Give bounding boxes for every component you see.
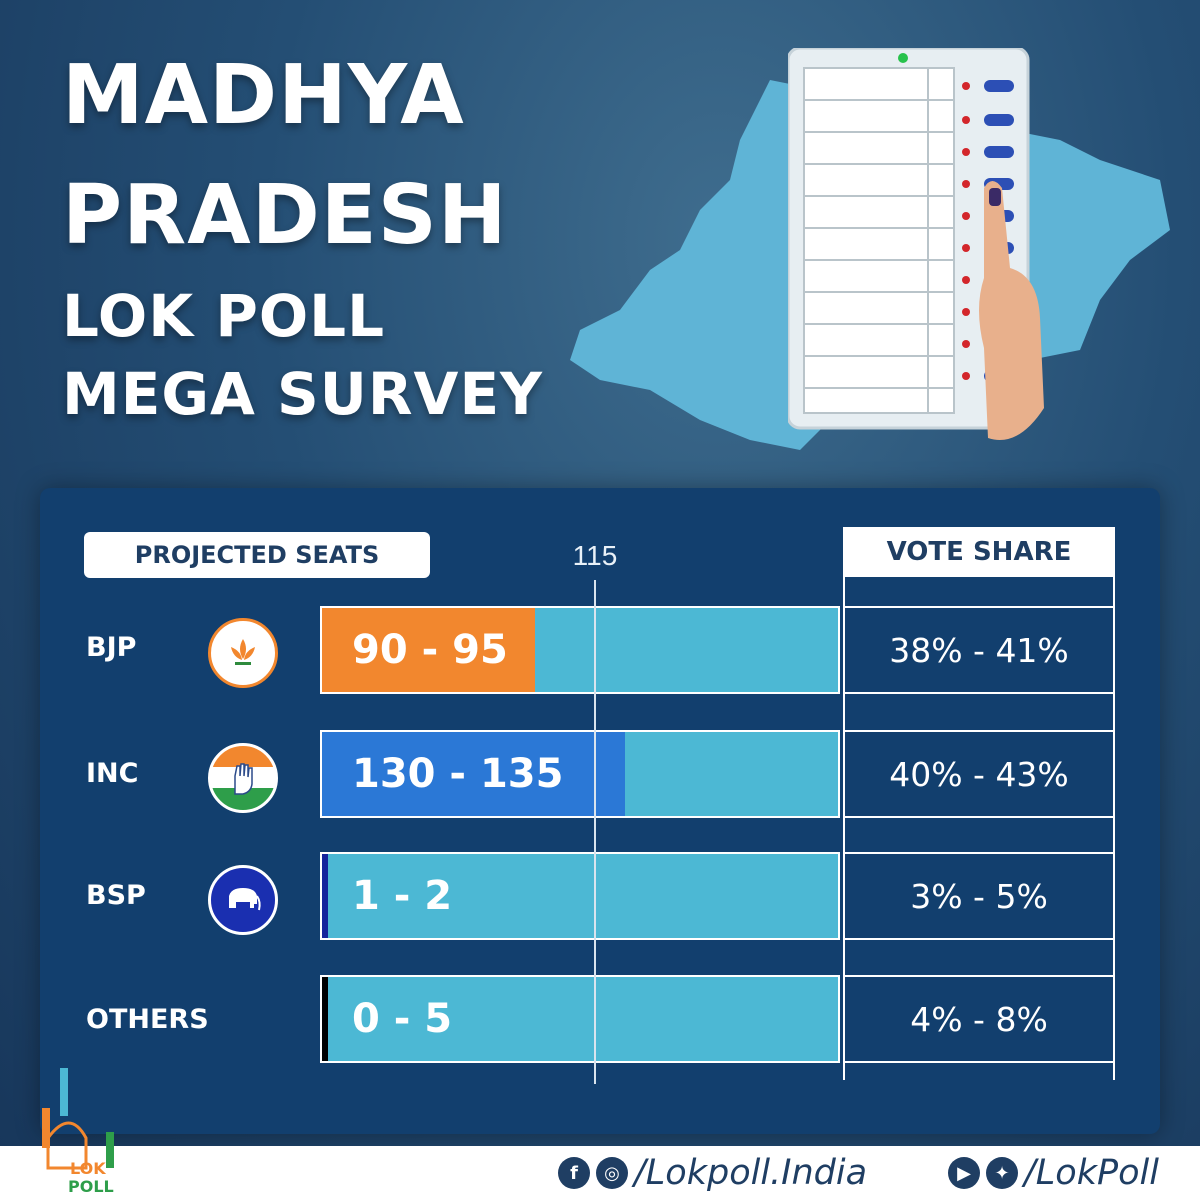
majority-mark-label: 115 xyxy=(572,540,618,571)
vote-share-bjp: 38% - 41% xyxy=(843,606,1115,694)
seat-bar-inc: 130 - 135 xyxy=(320,730,840,818)
social-facebook-instagram[interactable]: f ◎ /Lokpoll.India xyxy=(558,1150,867,1196)
majority-reference-line xyxy=(594,580,596,1084)
youtube-icon[interactable]: ▶ xyxy=(948,1157,980,1189)
projected-seats-header: PROJECTED SEATS xyxy=(84,532,430,578)
seat-bar-bsp: 1 - 2 xyxy=(320,852,840,940)
brand-line-1: LOK xyxy=(70,1159,106,1178)
vote-share-bsp: 3% - 5% xyxy=(843,852,1115,940)
seat-bar-fill-inc xyxy=(322,732,625,816)
seat-bar-others: 0 - 5 xyxy=(320,975,840,1063)
social-youtube-twitter[interactable]: ▶ ✦ /LokPoll xyxy=(948,1150,1159,1196)
party-label-bsp: BSP xyxy=(86,880,146,911)
handle-lokpoll[interactable]: /LokPoll xyxy=(1024,1153,1159,1193)
lotus-icon xyxy=(208,618,278,688)
brand-line-2: POLL xyxy=(68,1177,114,1196)
seat-bar-fill-bsp xyxy=(322,854,328,938)
twitter-icon[interactable]: ✦ xyxy=(986,1157,1018,1189)
title-line-1: MADHYA xyxy=(62,48,465,143)
facebook-icon[interactable]: f xyxy=(558,1157,590,1189)
vote-share-others: 4% - 8% xyxy=(843,975,1115,1063)
vote-share-header: VOTE SHARE xyxy=(843,527,1115,577)
seat-range-others: 0 - 5 xyxy=(352,996,453,1042)
seat-range-bjp: 90 - 95 xyxy=(352,627,508,673)
handle-lokpoll-india[interactable]: /Lokpoll.India xyxy=(634,1153,868,1193)
seat-range-inc: 130 - 135 xyxy=(352,751,564,797)
vote-share-inc: 40% - 43% xyxy=(843,730,1115,818)
title-line-4: MEGA SURVEY xyxy=(62,360,544,428)
voting-machine-icon xyxy=(788,48,1044,440)
seat-bar-bjp: 90 - 95 xyxy=(320,606,840,694)
party-label-others: OTHERS xyxy=(86,1004,209,1035)
seat-bar-fill-bjp xyxy=(322,608,535,692)
title-line-2: PRADESH xyxy=(62,168,508,263)
party-label-bjp: BJP xyxy=(86,632,137,663)
party-label-inc: INC xyxy=(86,758,139,789)
seat-range-bsp: 1 - 2 xyxy=(352,873,453,919)
hand-icon xyxy=(208,743,278,813)
elephant-icon xyxy=(208,865,278,935)
title-line-3: LOK POLL xyxy=(62,282,386,350)
lokpoll-logo: LOK POLL xyxy=(42,1068,114,1196)
instagram-icon[interactable]: ◎ xyxy=(596,1157,628,1189)
seat-bar-fill-others xyxy=(322,977,328,1061)
vote-share-column xyxy=(843,577,1115,1080)
